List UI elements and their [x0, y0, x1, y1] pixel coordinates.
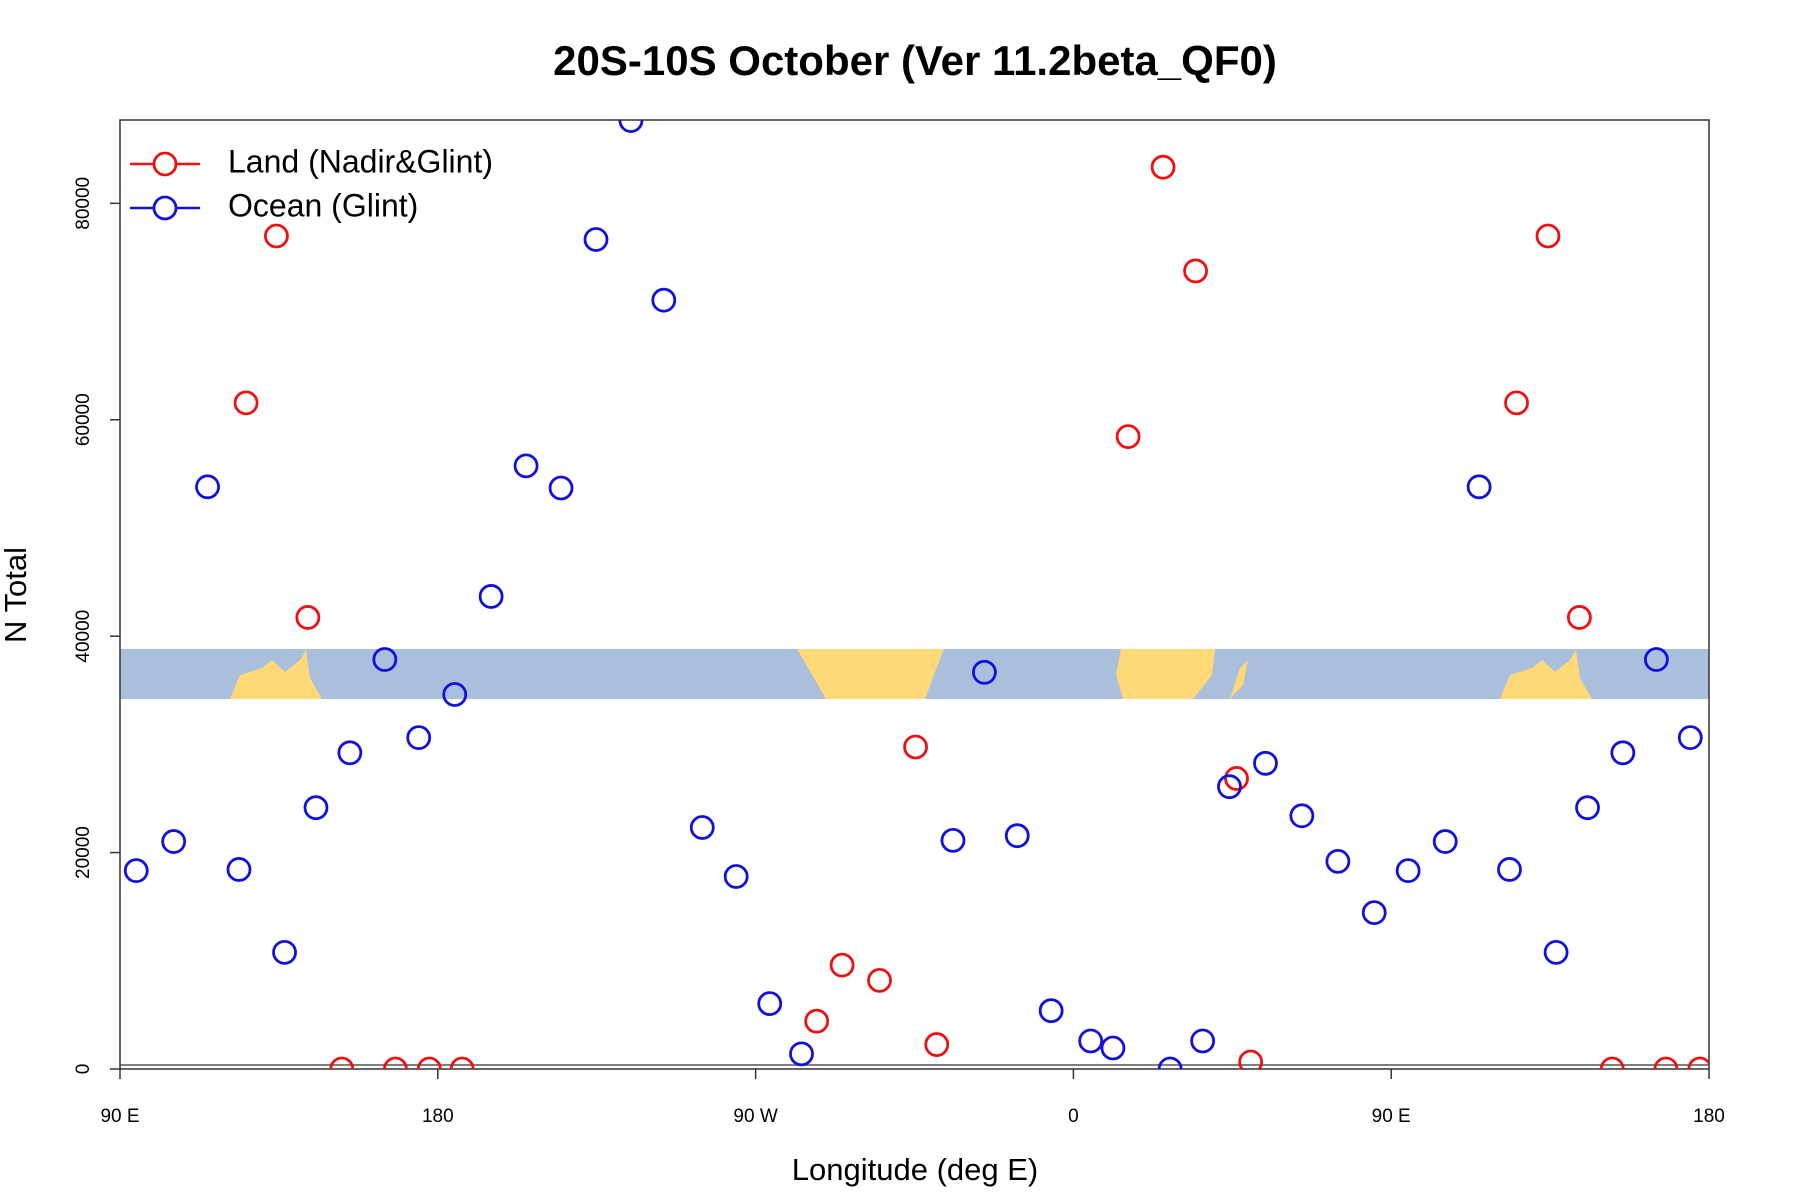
point	[1497, 857, 1522, 882]
point	[1643, 647, 1669, 672]
legend-marker	[152, 151, 178, 177]
point	[264, 223, 289, 249]
point	[1190, 1028, 1216, 1054]
point	[940, 827, 966, 853]
point	[383, 1056, 408, 1069]
y-tick-label: 40000	[73, 610, 94, 663]
point	[689, 815, 715, 840]
point	[406, 725, 432, 751]
point	[548, 475, 574, 501]
x-tick-label: 90 E	[100, 1106, 139, 1127]
y-tick-label: 0	[73, 1064, 94, 1075]
point	[1395, 858, 1421, 884]
map-land	[1230, 660, 1248, 699]
map-land	[1500, 650, 1592, 699]
x-tick-label: 180	[422, 1106, 454, 1127]
point	[1567, 605, 1592, 630]
point	[651, 287, 677, 313]
point	[303, 795, 329, 821]
point	[789, 1041, 814, 1067]
point	[1004, 823, 1030, 849]
point	[1078, 1028, 1104, 1054]
point	[372, 647, 398, 672]
point	[972, 659, 997, 685]
point	[804, 1008, 830, 1034]
x-tick-label: 0	[1068, 1106, 1079, 1127]
point	[1504, 390, 1529, 416]
plot-frame	[119, 119, 1710, 1070]
point	[903, 734, 928, 760]
map-land	[797, 649, 944, 699]
point	[416, 1056, 442, 1069]
point	[1466, 474, 1492, 500]
map-land	[1116, 649, 1215, 699]
point	[867, 967, 892, 993]
point	[723, 864, 749, 889]
map-land	[230, 650, 322, 699]
point	[1238, 1049, 1264, 1069]
point	[1653, 1056, 1679, 1069]
chart-title: 20S-10S October (Ver 11.2beta_QF0)	[553, 37, 1277, 84]
point	[1325, 848, 1351, 874]
point	[1575, 795, 1600, 821]
x-axis-label: Longitude (deg E)	[792, 1152, 1038, 1187]
point	[1100, 1035, 1126, 1061]
x-tick-label: 90 E	[1372, 1106, 1411, 1127]
point	[161, 829, 187, 854]
point	[1115, 424, 1141, 450]
y-tick-label: 80000	[73, 177, 94, 230]
point	[1610, 740, 1636, 766]
point	[829, 952, 855, 978]
point	[1599, 1056, 1625, 1069]
point	[478, 584, 504, 609]
point	[757, 991, 783, 1017]
x-tick-label: 180	[1693, 1106, 1725, 1127]
point	[1432, 829, 1458, 854]
point	[1157, 1056, 1183, 1069]
legend-label: Ocean (Glint)	[228, 187, 418, 223]
point	[513, 453, 539, 479]
point	[1687, 1056, 1709, 1069]
point	[195, 474, 220, 500]
point	[1253, 750, 1278, 776]
x-tick-label: 90 W	[733, 1106, 777, 1127]
legend-label: Land (Nadir&Glint)	[228, 143, 493, 179]
point	[123, 858, 149, 884]
point	[442, 682, 468, 707]
point	[1361, 900, 1387, 926]
point	[618, 120, 644, 133]
point	[233, 390, 259, 416]
point	[583, 227, 609, 252]
legend-marker	[152, 195, 178, 221]
point	[337, 740, 363, 766]
point	[1543, 939, 1569, 965]
point	[449, 1056, 475, 1069]
point	[1217, 774, 1242, 800]
point	[924, 1032, 950, 1057]
point	[1289, 803, 1315, 829]
point	[329, 1056, 355, 1069]
y-axis-label: N Total	[0, 547, 33, 643]
y-tick-label: 20000	[73, 826, 94, 879]
y-tick-label: 60000	[73, 393, 94, 446]
point	[272, 939, 297, 965]
point	[1677, 725, 1703, 751]
point	[1183, 258, 1208, 284]
point	[1038, 998, 1064, 1024]
point	[295, 605, 321, 630]
point	[1150, 154, 1176, 180]
map-strip	[120, 649, 1709, 699]
point	[226, 857, 252, 882]
point	[1535, 223, 1561, 249]
point	[1224, 766, 1249, 791]
